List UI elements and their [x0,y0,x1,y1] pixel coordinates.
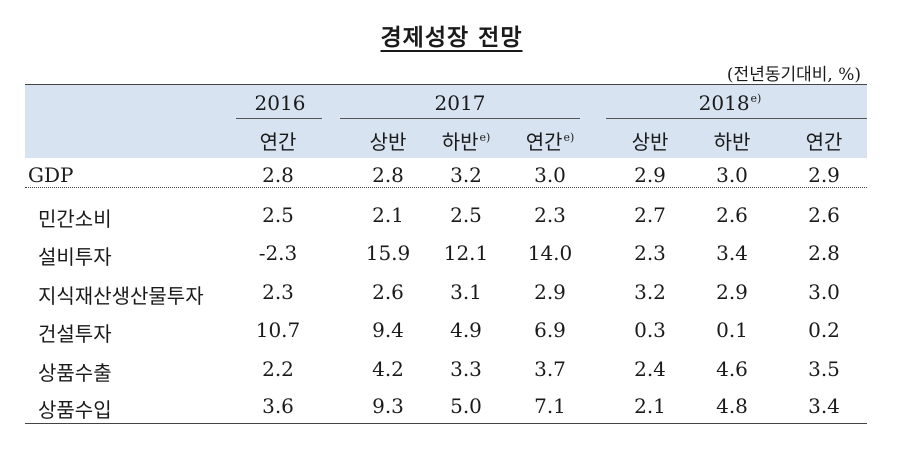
table-cell: 0.3 [634,318,666,342]
table-cell: 2.9 [534,280,566,304]
table-cell: 2.9 [716,280,748,304]
table-cell: 2.1 [372,203,404,227]
subheader-2017-2: 연간e) [525,130,575,154]
divider-2016 [236,118,322,119]
table-cell: 2.8 [808,241,840,265]
table-cell: 3.4 [808,394,840,418]
table-cell: 2.3 [634,241,666,265]
table-cell: 2.4 [634,357,666,381]
table-cell: 2.9 [808,163,840,187]
table-cell: 2.8 [262,163,294,187]
gdp-separator [25,187,867,188]
table-cell: 3.3 [450,357,482,381]
table-cell: 12.1 [443,241,489,265]
table-cell: -2.3 [258,241,298,265]
header-band [25,84,867,158]
table-cell: 7.1 [534,394,566,418]
table-cell: 4.2 [372,357,404,381]
row-label: 지식재산생산물투자 [38,284,204,308]
table-bottom-rule [25,423,867,424]
table-cell: 2.2 [262,357,294,381]
table-cell: 10.7 [255,318,301,342]
table-cell: 2.8 [372,163,404,187]
table-cell: 9.3 [372,394,404,418]
row-label: 민간소비 [38,207,112,231]
subheader-2018-0: 상반 [631,130,669,154]
subheader-2018-2: 연간 [805,130,843,154]
table-cell: 2.3 [262,280,294,304]
row-label: 상품수입 [38,398,112,422]
row-label: 설비투자 [38,245,112,269]
subheader-2017-0: 상반 [369,130,407,154]
subheader-2018-1: 하반 [713,130,751,154]
table-cell: 15.9 [365,241,411,265]
table-cell: 3.1 [450,280,482,304]
table-cell: 2.6 [716,203,748,227]
row-label: 건설투자 [38,322,112,346]
table-cell: 3.0 [716,163,748,187]
table-cell: 3.4 [716,241,748,265]
row-label: 상품수출 [38,361,112,385]
subheader-2016-annual: 연간 [259,130,297,154]
table-cell: 3.0 [534,163,566,187]
table-cell: 4.8 [716,394,748,418]
table-cell: 3.5 [808,357,840,381]
table-cell: 2.3 [534,203,566,227]
table-title: 경제성장 전망 [380,24,523,51]
table-cell: 6.9 [534,318,566,342]
header-year-2016: 2016 [254,91,306,115]
unit-note: (전년동기대비, %) [726,65,861,85]
table-cell: 0.1 [716,318,748,342]
table-cell: 2.7 [634,203,666,227]
header-year-2018: 2018e) [698,91,762,115]
table-cell: 9.4 [372,318,404,342]
subheader-2017-1: 하반e) [441,130,491,154]
table-cell: 2.6 [372,280,404,304]
table-cell: 3.2 [634,280,666,304]
table-cell: 2.1 [634,394,666,418]
table-cell: 2.6 [808,203,840,227]
table-cell: 2.9 [634,163,666,187]
table-cell: 3.6 [262,394,294,418]
table-cell: 3.0 [808,280,840,304]
divider-2018 [606,118,867,119]
table-cell: 3.2 [450,163,482,187]
table-cell: 2.5 [262,203,294,227]
row-label: GDP [28,163,74,187]
header-year-2017: 2017 [434,91,486,115]
divider-2017 [340,118,580,119]
table-cell: 2.5 [450,203,482,227]
table-cell: 5.0 [450,394,482,418]
table-cell: 0.2 [808,318,840,342]
table-cell: 4.6 [716,357,748,381]
table-cell: 14.0 [527,241,573,265]
table-cell: 4.9 [450,318,482,342]
table-cell: 3.7 [534,357,566,381]
